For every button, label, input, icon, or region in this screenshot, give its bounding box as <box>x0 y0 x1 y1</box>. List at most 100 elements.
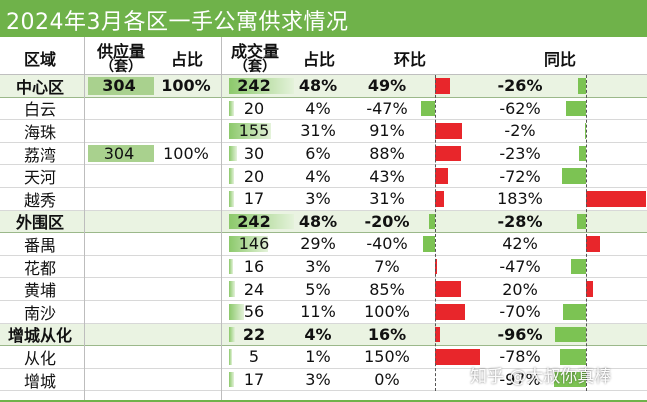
watermark: 知乎 @大叔你真棒 <box>470 367 612 387</box>
summary-row: 增城从化 22 4% 16% -96% <box>0 323 647 347</box>
yoy-bar <box>586 191 646 207</box>
supply-value <box>86 188 152 210</box>
supply-value <box>86 256 152 278</box>
mom-value: 0% <box>374 370 400 390</box>
district-label: 增城从化 <box>7 326 72 346</box>
header-sold: 成交量 <box>230 42 279 61</box>
mom-value: 91% <box>369 121 405 141</box>
yoy-bar <box>562 168 586 184</box>
mom-axis <box>435 75 436 392</box>
sold-value: 146 <box>238 234 270 254</box>
supply-value <box>86 278 152 300</box>
mom-value: 100% <box>364 302 410 322</box>
mom-bar <box>435 349 480 365</box>
sold-share-value: 31% <box>300 121 336 141</box>
header-mom: 环比 <box>393 50 426 69</box>
mom-value: 88% <box>369 144 405 164</box>
title-bar: 2024年3月各区一手公寓供求情况 <box>0 0 647 37</box>
supply-value <box>86 369 152 391</box>
district-label: 白云 <box>23 100 56 120</box>
header-sold-unit: （套） <box>234 59 276 75</box>
sold-value: 17 <box>243 189 265 209</box>
table-row: 荔湾 304 100% 30 6% 88% -23% <box>0 143 647 166</box>
table-row: 黄埔 24 5% 85% 20% <box>0 278 647 301</box>
district-label: 外围区 <box>15 213 64 233</box>
yoy-bar <box>565 100 586 117</box>
mom-bar <box>435 281 461 297</box>
supply-value <box>86 301 152 323</box>
yoy-value: 183% <box>497 189 543 209</box>
mom-bar <box>435 191 445 207</box>
sold-value: 16 <box>243 257 265 277</box>
supply-share-value <box>154 324 218 346</box>
district-label: 海珠 <box>23 122 56 142</box>
sold-share-value: 4% <box>305 98 331 118</box>
supply-value <box>86 346 152 368</box>
table-row: 天河 20 4% 43% -72% <box>0 165 647 188</box>
yoy-bar <box>577 78 586 94</box>
table-row: 增城 17 3% 0% -97% <box>0 369 647 392</box>
district-label: 花都 <box>23 258 56 278</box>
mom-value: -47% <box>366 98 408 118</box>
table-row: 南沙 56 11% 100% -70% <box>0 301 647 324</box>
sold-volume-bar <box>229 78 294 94</box>
yoy-value: -78% <box>499 347 541 367</box>
yoy-value: -70% <box>499 302 541 322</box>
mom-bar <box>435 168 448 184</box>
supply-share-value <box>154 211 218 233</box>
sold-share-value: 48% <box>298 211 338 231</box>
sold-value: 242 <box>237 211 271 231</box>
supply-value: 304 <box>103 144 135 164</box>
mom-bar <box>435 123 463 139</box>
sold-value: 20 <box>243 166 265 186</box>
supply-share-value: 100% <box>163 144 209 164</box>
mom-bar <box>435 145 462 162</box>
table-row: 花都 16 3% 7% -47% <box>0 256 647 279</box>
sold-volume-bar <box>229 168 235 184</box>
header-yoy: 同比 <box>543 50 576 69</box>
sold-value: 242 <box>237 76 271 96</box>
yoy-bar <box>563 304 586 320</box>
sold-volume-bar <box>229 326 235 343</box>
mom-bar <box>429 213 435 230</box>
yoy-bar <box>576 213 586 230</box>
district-label: 天河 <box>23 168 56 188</box>
district-label: 荔湾 <box>23 145 56 165</box>
sold-share-value: 6% <box>305 144 331 164</box>
column-divider <box>84 37 85 400</box>
sold-value: 30 <box>243 144 265 164</box>
supply-value <box>86 211 152 233</box>
yoy-axis <box>586 75 587 392</box>
sold-volume-bar <box>229 236 269 252</box>
sold-volume-bar <box>229 145 238 162</box>
sold-share-value: 3% <box>305 189 331 209</box>
supply-share-value <box>154 120 218 142</box>
mom-value: 7% <box>374 257 400 277</box>
sold-volume-bar <box>229 281 236 297</box>
yoy-bar <box>578 145 586 162</box>
sold-volume-bar <box>229 349 232 365</box>
sold-share-value: 4% <box>304 324 332 344</box>
yoy-value: -72% <box>499 166 541 186</box>
supply-share-value <box>154 301 218 323</box>
supply-fill <box>88 144 154 163</box>
sold-share-value: 1% <box>305 347 331 367</box>
yoy-bar <box>560 349 586 365</box>
mom-value: 31% <box>369 189 405 209</box>
sold-volume-bar <box>229 123 271 139</box>
table-row: 从化 5 1% 150% -78% <box>0 346 647 369</box>
supply-share-value: 100% <box>161 76 211 96</box>
supply-share-value <box>154 346 218 368</box>
district-label: 越秀 <box>23 190 56 210</box>
yoy-value: -62% <box>499 98 541 118</box>
header-supply-unit: （套） <box>100 59 142 75</box>
mom-value: 16% <box>367 324 407 344</box>
sold-value: 24 <box>243 279 265 299</box>
sold-value: 56 <box>243 302 265 322</box>
supply-share-value <box>154 98 218 120</box>
yoy-bar <box>585 123 586 139</box>
sold-share-value: 3% <box>305 257 331 277</box>
table-row: 白云 20 4% -47% -62% <box>0 98 647 121</box>
sold-share-value: 11% <box>300 302 336 322</box>
table-row: 海珠 155 31% 91% -2% <box>0 120 647 143</box>
